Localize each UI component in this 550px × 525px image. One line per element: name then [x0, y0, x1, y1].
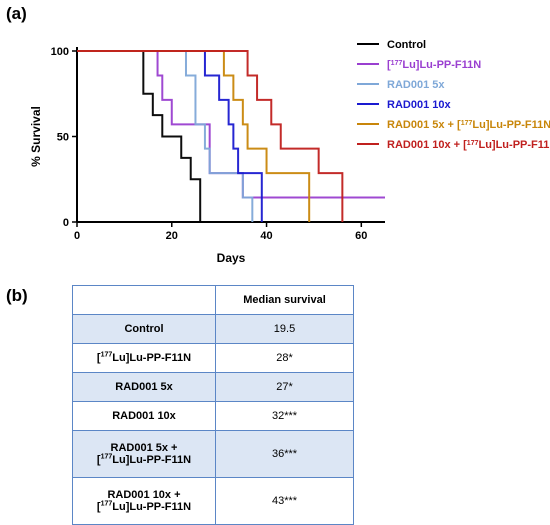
name-part: Lu]Lu-PP-F11N: [112, 352, 192, 364]
table-row: RAD001 10x 32***: [72, 401, 354, 431]
header-median-survival: Median survival: [215, 285, 354, 315]
row-name: [177Lu]Lu-PP-F11N: [72, 343, 216, 373]
series-line-4: [77, 50, 311, 222]
legend: Control [177Lu]Lu-PP-F11N RAD001 5x RAD001 …: [357, 39, 550, 151]
row-value: 43***: [215, 477, 354, 525]
name-line1: RAD001 10x +: [107, 489, 181, 501]
x-axis-title: Days: [217, 251, 246, 265]
table-row: RAD001 5x + [177Lu]Lu-PP-F11N 36***: [72, 430, 354, 478]
row-name: RAD001 5x: [72, 372, 216, 402]
x-tick-label: 60: [355, 230, 367, 242]
row-name: Control: [72, 314, 216, 344]
name-superscript: 177: [100, 351, 113, 359]
row-value: 32***: [215, 401, 354, 431]
panel-label-b: (b): [6, 286, 28, 305]
series-line-3: [77, 50, 263, 222]
median-survival-table: Median survival Control 19.5 [177Lu]Lu-P…: [72, 285, 354, 525]
row-value: 28*: [215, 343, 354, 373]
name-part: [: [96, 501, 101, 513]
name-superscript: 177: [100, 453, 113, 461]
header-name-cell: [72, 285, 216, 315]
row-name: RAD001 10x + [177Lu]Lu-PP-F11N: [72, 477, 216, 525]
legend-label-3: RAD001 10x: [387, 99, 451, 111]
y-tick-label: 50: [57, 132, 69, 144]
legend-label-2: RAD001 5x: [387, 79, 445, 91]
row-name: RAD001 10x: [72, 401, 216, 431]
survival-chart: 0 20 40 60 0 50 100 Control [177Lu]Lu-PP-F11N RA…: [29, 39, 550, 265]
name-superscript: 177: [100, 500, 113, 508]
row-value: 36***: [215, 430, 354, 478]
x-tick-label: 20: [166, 230, 178, 242]
table-row: RAD001 10x + [177Lu]Lu-PP-F11N 43***: [72, 477, 354, 525]
legend-label-5: RAD001 10x + [177Lu]Lu-PP-F11N: [387, 139, 550, 151]
name-part: [: [96, 454, 101, 466]
series-line-2: [77, 50, 254, 222]
plot-area: 0 20 40 60 0 50 100: [51, 46, 385, 242]
legend-label-1: [177Lu]Lu-PP-F11N: [387, 59, 481, 71]
name-part: Lu]Lu-PP-F11N: [112, 501, 192, 513]
y-tick-label: 0: [63, 217, 69, 229]
y-tick-label: 100: [51, 46, 69, 58]
legend-label-4: RAD001 5x + [177Lu]Lu-PP-F11N: [387, 119, 550, 131]
x-tick-label: 0: [74, 230, 80, 242]
table-row: RAD001 5x 27*: [72, 372, 354, 402]
series-line-0: [77, 50, 202, 222]
row-value: 19.5: [215, 314, 354, 344]
x-tick-label: 40: [260, 230, 272, 242]
table-row: Control 19.5: [72, 314, 354, 344]
name-line1: RAD001 5x +: [110, 442, 178, 454]
panel-label-a: (a): [6, 4, 27, 23]
legend-label-0: Control: [387, 39, 426, 51]
name-part: Lu]Lu-PP-F11N: [112, 454, 192, 466]
row-value: 27*: [215, 372, 354, 402]
table-header-row: Median survival: [72, 285, 354, 315]
row-name: RAD001 5x + [177Lu]Lu-PP-F11N: [72, 430, 216, 478]
y-axis-title: % Survival: [29, 106, 43, 167]
series-line-5: [77, 50, 344, 222]
name-part: [: [96, 352, 101, 364]
table-row: [177Lu]Lu-PP-F11N 28*: [72, 343, 354, 373]
